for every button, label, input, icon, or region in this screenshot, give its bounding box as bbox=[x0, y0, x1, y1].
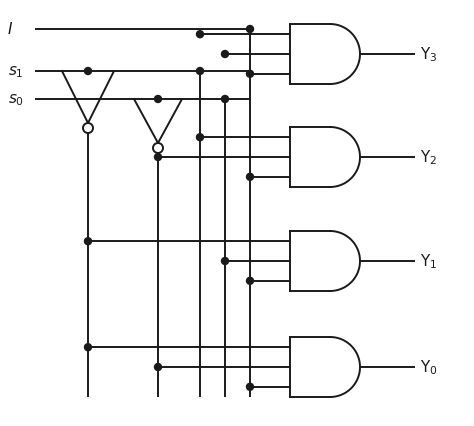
Circle shape bbox=[246, 383, 254, 390]
Circle shape bbox=[84, 238, 91, 245]
Circle shape bbox=[155, 364, 162, 371]
Circle shape bbox=[246, 174, 254, 181]
Circle shape bbox=[84, 68, 91, 75]
Text: Y$_3$: Y$_3$ bbox=[420, 46, 438, 64]
Circle shape bbox=[221, 258, 228, 265]
Circle shape bbox=[155, 154, 162, 161]
Circle shape bbox=[155, 96, 162, 103]
Text: Y$_1$: Y$_1$ bbox=[420, 252, 437, 271]
Circle shape bbox=[197, 68, 203, 75]
Circle shape bbox=[246, 26, 254, 33]
Circle shape bbox=[84, 344, 91, 351]
Text: I: I bbox=[8, 23, 12, 37]
Text: $s_1$: $s_1$ bbox=[8, 64, 24, 80]
Text: Y$_0$: Y$_0$ bbox=[420, 358, 438, 377]
Circle shape bbox=[153, 144, 163, 154]
Circle shape bbox=[221, 96, 228, 103]
Text: Y$_2$: Y$_2$ bbox=[420, 148, 437, 167]
Text: $s_0$: $s_0$ bbox=[8, 92, 24, 108]
Circle shape bbox=[221, 52, 228, 58]
Circle shape bbox=[246, 71, 254, 78]
Circle shape bbox=[246, 278, 254, 285]
Circle shape bbox=[197, 134, 203, 141]
Circle shape bbox=[197, 32, 203, 39]
Circle shape bbox=[83, 124, 93, 134]
